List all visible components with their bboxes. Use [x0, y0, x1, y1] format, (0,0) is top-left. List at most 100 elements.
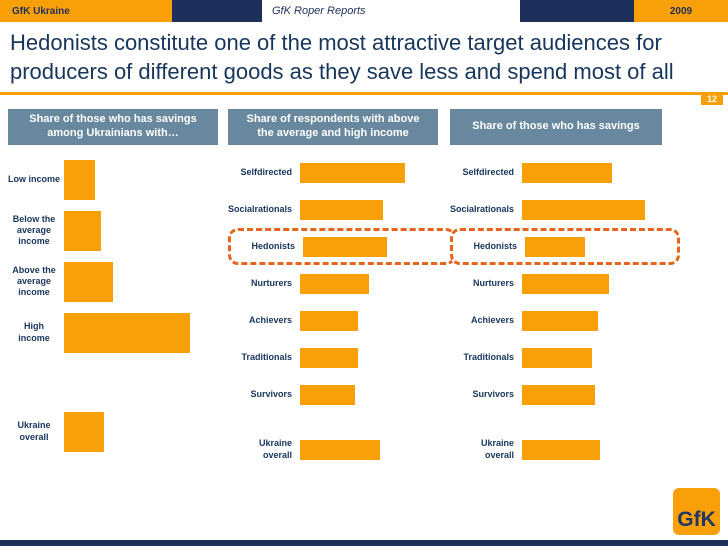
- slide-title: Hedonists constitute one of the most att…: [10, 30, 674, 84]
- chart-row-hedonists: Hedonists: [450, 228, 680, 266]
- bar-below-the-average-income: [64, 210, 101, 251]
- topbar-spacer: [520, 0, 634, 22]
- bar-label-high-income: High income: [18, 321, 50, 343]
- bar-label-socialrationals: Socialrationals: [228, 204, 293, 215]
- chart-row-ukraine-overall: Ukraine overall: [8, 406, 218, 457]
- topbar-client-label: GfK Ukraine: [0, 0, 172, 22]
- chart-header-income: Share of those who has savings among Ukr…: [8, 109, 218, 146]
- gfk-logo: GfK: [673, 488, 720, 535]
- bar-survivors: [522, 384, 595, 405]
- bar-nurturers: [300, 273, 369, 294]
- bar-track: [300, 265, 438, 302]
- topbar-year: 2009: [634, 0, 728, 22]
- chart-row-socialrationals: Socialrationals: [228, 191, 438, 228]
- bar-traditionals: [522, 347, 592, 368]
- bar-label-ukraine-overall: Ukraine overall: [17, 420, 51, 442]
- chart-row-achievers: Achievers: [228, 302, 438, 339]
- chart-row-low-income: Low income: [8, 154, 218, 205]
- bar-label-survivors: Survivors: [250, 389, 292, 400]
- charts-area: Share of those who has savings among Ukr…: [8, 109, 728, 468]
- bar-label-nurturers: Nurturers: [250, 278, 292, 289]
- bar-traditionals: [300, 347, 358, 368]
- bar-label-ukraine-overall: Ukraine overall: [480, 438, 514, 460]
- bar-selfdirected: [522, 162, 612, 183]
- bar-label-traditionals: Traditionals: [241, 352, 292, 363]
- chart-row-hedonists: Hedonists: [228, 228, 456, 266]
- bar-hedonists: [525, 236, 585, 257]
- bar-selfdirected: [300, 162, 405, 183]
- chart-row-selfdirected: Selfdirected: [228, 154, 438, 191]
- bar-label-ukraine-overall: Ukraine overall: [258, 438, 292, 460]
- bar-achievers: [522, 310, 598, 331]
- bar-track: [522, 339, 662, 376]
- bar-track: [522, 376, 662, 413]
- bar-low-income: [64, 159, 95, 200]
- chart-column-high-income-share: Share of respondents with above the aver…: [228, 109, 456, 468]
- bar-chart-income: Low income Below the average income Above …: [8, 154, 218, 457]
- bar-track: [64, 205, 218, 256]
- chart-row-traditionals: Traditionals: [450, 339, 662, 376]
- bar-track: [300, 191, 438, 228]
- bar-label-above-the-average-income: Above the average income: [12, 264, 56, 298]
- bar-track: [522, 154, 662, 191]
- bar-track: [64, 256, 218, 307]
- bar-ukraine-overall: [64, 411, 105, 452]
- bar-ukraine-overall: [300, 439, 381, 460]
- chart-row-achievers: Achievers: [450, 302, 662, 339]
- bar-track: [300, 376, 438, 413]
- bar-track: [300, 154, 438, 191]
- bar-label-low-income: Low income: [8, 174, 61, 185]
- bar-chart-savings-share: Selfdirected Socialrationals Hedonists Nurt…: [450, 154, 680, 468]
- bar-track: [300, 339, 438, 376]
- bar-label-survivors: Survivors: [472, 389, 514, 400]
- bar-label-selfdirected: Selfdirected: [240, 167, 292, 178]
- bar-track: [522, 431, 662, 468]
- bar-chart-high-income-share: Selfdirected Socialrationals Hedonists Nurt…: [228, 154, 456, 468]
- bar-achievers: [300, 310, 358, 331]
- bar-track: [522, 191, 662, 228]
- bar-track: [525, 231, 667, 262]
- bar-track: [303, 231, 443, 262]
- bar-track: [300, 431, 438, 468]
- bar-track: [522, 265, 662, 302]
- bar-label-achievers: Achievers: [470, 315, 514, 326]
- bar-label-hedonists: Hedonists: [473, 241, 517, 252]
- chart-column-income: Share of those who has savings among Ukr…: [8, 109, 218, 468]
- bar-ukraine-overall: [522, 439, 601, 460]
- bar-survivors: [300, 384, 356, 405]
- chart-row-traditionals: Traditionals: [228, 339, 438, 376]
- bar-label-nurturers: Nurturers: [472, 278, 514, 289]
- chart-row-high-income: High income: [8, 307, 218, 358]
- bar-track: [64, 154, 218, 205]
- bar-socialrationals: [300, 199, 383, 220]
- chart-row-socialrationals: Socialrationals: [450, 191, 662, 228]
- bar-label-below-the-average-income: Below the average income: [12, 213, 56, 247]
- bar-track: [522, 302, 662, 339]
- chart-row-ukraine-overall: Ukraine overall: [450, 431, 662, 468]
- chart-header-savings-share: Share of those who has savings: [450, 109, 662, 146]
- chart-row-above-the-average-income: Above the average income: [8, 256, 218, 307]
- top-bar: GfK Ukraine GfK Roper Reports 2009: [0, 0, 728, 22]
- bar-high-income: [64, 312, 191, 353]
- chart-row-nurturers: Nurturers: [450, 265, 662, 302]
- topbar-report-title: GfK Roper Reports: [262, 0, 520, 22]
- bar-track: [300, 302, 438, 339]
- bar-label-traditionals: Traditionals: [463, 352, 514, 363]
- chart-row-selfdirected: Selfdirected: [450, 154, 662, 191]
- bottom-strip: [0, 540, 728, 546]
- bar-track: [64, 307, 218, 358]
- chart-header-high-income-share: Share of respondents with above the aver…: [228, 109, 438, 146]
- bar-track: [64, 406, 218, 457]
- chart-row-ukraine-overall: Ukraine overall: [228, 431, 438, 468]
- topbar-spacer: [172, 0, 262, 22]
- title-divider: [0, 92, 728, 96]
- title-area: Hedonists constitute one of the most att…: [0, 22, 728, 90]
- bar-socialrationals: [522, 199, 646, 220]
- bar-hedonists: [303, 236, 387, 257]
- bar-label-hedonists: Hedonists: [251, 241, 295, 252]
- chart-row-nurturers: Nurturers: [228, 265, 438, 302]
- bar-label-achievers: Achievers: [248, 315, 292, 326]
- chart-row-below-the-average-income: Below the average income: [8, 205, 218, 256]
- bar-nurturers: [522, 273, 609, 294]
